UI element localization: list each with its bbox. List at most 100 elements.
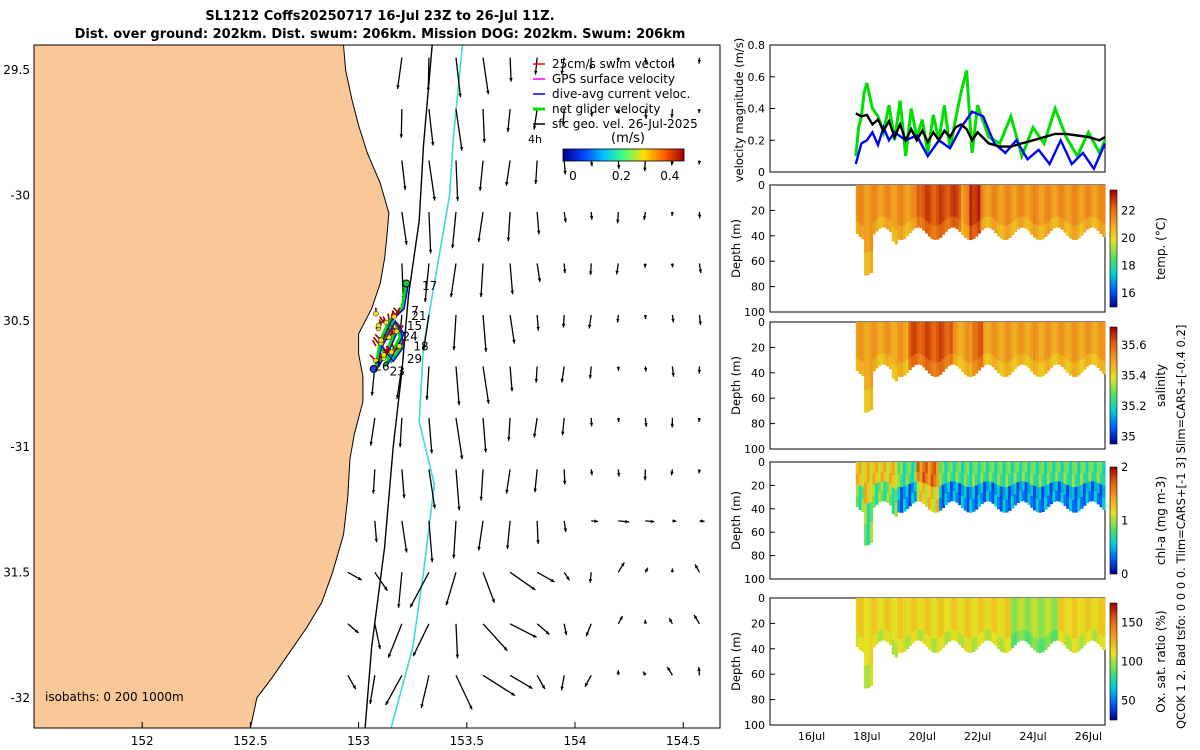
profile-cell: [897, 322, 901, 337]
velocity-arrow: [455, 417, 464, 460]
velocity-frame: [769, 44, 1106, 173]
velocity-arrow: [616, 57, 621, 62]
profile-cell: [1013, 472, 1017, 484]
velocity-arrow: [561, 417, 565, 436]
profile-cell: [991, 218, 995, 231]
profile-cell: [911, 482, 915, 494]
profile-cell: [1052, 343, 1056, 355]
velocity-arrow: [697, 366, 702, 374]
profile-cell: [986, 619, 990, 630]
profile-cell: [1041, 348, 1045, 363]
profile-cell: [1102, 347, 1106, 362]
profile-cell: [1038, 611, 1042, 626]
profile-cell: [966, 185, 970, 199]
profile-cell: [886, 207, 890, 219]
profile-cell: [919, 217, 923, 229]
profile-cell: [961, 222, 965, 235]
profile-cell: [988, 217, 993, 229]
track-dot: [388, 349, 395, 355]
profile-cell: [883, 206, 887, 218]
velocity-arrow: [455, 469, 461, 511]
profile-cell: [880, 185, 885, 196]
profile-cell: [1085, 609, 1089, 621]
profile-cell: [955, 608, 959, 621]
profile-cell: [908, 494, 912, 507]
profile-cell: [933, 335, 937, 350]
profile-cell: [988, 491, 993, 502]
profile-cell: [866, 389, 871, 412]
profile-cell: [1099, 346, 1103, 359]
profile-cell: [1074, 499, 1078, 513]
profile-cell: [1066, 347, 1070, 361]
profile-cell: [1035, 322, 1040, 336]
profile-cell: [894, 185, 898, 201]
profile-cell: [1057, 332, 1062, 344]
profile-cell: [1082, 208, 1087, 221]
profile-cell: [1027, 208, 1031, 220]
profile-cell: [1019, 462, 1023, 473]
profile-cell: [988, 322, 993, 334]
velocity-arrow: [643, 160, 647, 172]
profile-y-tick: 40: [751, 503, 765, 516]
profile-cell: [1021, 216, 1026, 228]
profile-cell: [927, 210, 932, 224]
profile-cell: [1091, 491, 1095, 502]
profile-cell: [1096, 322, 1101, 334]
profile-cell: [1071, 499, 1076, 513]
profile-cell: [1060, 609, 1065, 621]
profile-cell: [1002, 487, 1006, 501]
profile-cell: [952, 619, 957, 631]
profile-cell: [872, 622, 876, 636]
profile-cell: [961, 473, 965, 486]
profile-cell: [1019, 332, 1023, 344]
profile-y-tick: 20: [751, 341, 765, 354]
profile-cell: [861, 225, 865, 240]
profile-cell: [1035, 349, 1040, 363]
profile-cell: [1021, 185, 1026, 196]
profile-cell: [872, 209, 876, 223]
profile-cell: [927, 485, 932, 498]
profile-cell: [1033, 198, 1037, 212]
profile-cell: [861, 198, 865, 213]
profile-cell: [914, 619, 918, 631]
profile-cell: [930, 638, 934, 652]
profile-cell: [933, 362, 937, 377]
profile-cell: [1071, 185, 1076, 200]
map-lat-tick: -30: [10, 189, 30, 203]
profile-cell: [1071, 474, 1076, 488]
profile-cell: [1093, 185, 1098, 197]
profile-cell: [1071, 638, 1076, 653]
profile-cell: [900, 185, 904, 200]
profile-cell: [1060, 333, 1065, 345]
profile-cell: [925, 322, 929, 335]
profile-cell: [900, 212, 904, 227]
profile-cell: [891, 185, 896, 200]
profile-cell: [889, 322, 893, 335]
profile-cell: [900, 474, 904, 488]
profile-cell: [1030, 197, 1034, 211]
profile-cell: [869, 641, 874, 665]
profile-cell: [902, 462, 907, 475]
profile-cell: [1077, 211, 1081, 226]
profile-cell: [938, 322, 943, 336]
legend-item: sfc geo. vel. 26-Jul-2025: [552, 117, 698, 131]
profile-cell: [1099, 197, 1103, 210]
profile-cell: [1019, 619, 1023, 631]
profile-cell: [880, 195, 885, 207]
profile-cell: [1005, 212, 1009, 227]
profile-cell: [922, 631, 926, 644]
profile-cell: [864, 344, 868, 368]
profile-cell: [908, 473, 912, 485]
map-lon-tick: 152.5: [233, 734, 267, 748]
profile-cell: [878, 185, 882, 197]
profile-cell: [880, 206, 885, 217]
profile-cell: [1019, 322, 1023, 334]
profile-cell: [1066, 334, 1070, 348]
profile-cell: [961, 496, 965, 509]
profile-cell: [883, 353, 887, 365]
legend-item: GPS surface velocity: [552, 72, 675, 86]
profile-cell: [999, 211, 1004, 226]
profile-cell: [994, 473, 998, 485]
isobath-lines: [364, 45, 464, 728]
profile-cell: [1019, 491, 1023, 502]
